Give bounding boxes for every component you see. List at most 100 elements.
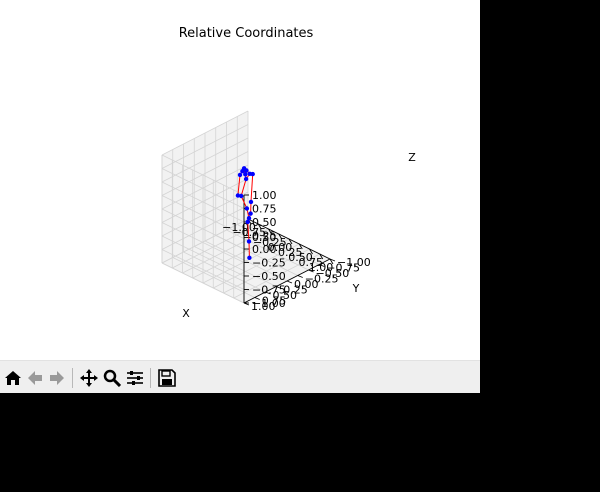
save-button[interactable] — [156, 367, 178, 389]
configure-subplots-icon — [127, 371, 143, 385]
y-tick-mark — [286, 280, 293, 284]
y-axis-ticks: −1.00−0.75−0.50−0.250.000.250.500.751.00 — [243, 256, 371, 313]
x-tick-mark — [309, 248, 313, 255]
chart-title: Relative Coordinates — [179, 26, 314, 41]
figure-canvas[interactable]: Relative Coordinates −1.00 −0.75 −0.50 −0.2… — [0, 0, 480, 360]
save-icon — [158, 369, 176, 387]
x-tick-mark — [288, 238, 293, 245]
back-icon — [28, 371, 42, 385]
y-tick-mark — [319, 264, 325, 267]
chart-3d: Relative Coordinates −1.00−0.75−0.50−0.2… — [161, 26, 416, 320]
grid-line — [161, 151, 249, 196]
x-tick-label: 0.75 — [299, 256, 324, 269]
skeleton-edge — [237, 174, 241, 196]
home-icon — [5, 371, 21, 385]
y-tick-label: −0.50 — [316, 267, 350, 280]
y-tick-label: 1.00 — [251, 300, 276, 313]
grid-line — [161, 124, 249, 169]
skeleton-point — [239, 193, 244, 199]
zoom-icon — [103, 369, 121, 387]
grid-line — [161, 110, 249, 156]
zoom-button[interactable] — [101, 367, 123, 389]
back-button[interactable] — [24, 367, 46, 389]
z-tick-label: −0.25 — [252, 257, 286, 270]
y-tick-label: 0.25 — [283, 284, 308, 297]
forward-icon — [50, 371, 64, 385]
x-tick-label: −0.25 — [253, 236, 287, 249]
grid-line — [161, 195, 245, 236]
pan-icon — [80, 369, 98, 387]
y-tick-mark — [254, 297, 260, 300]
x-tick-mark — [278, 233, 283, 240]
grid-line — [183, 251, 266, 293]
x-tick-mark — [268, 228, 272, 235]
z-tick-label: −1.00 — [252, 297, 286, 310]
y-tick-label: −1.00 — [337, 256, 371, 269]
x-tick-mark — [298, 243, 303, 250]
grid-line — [161, 262, 245, 304]
y-axis-label: Y — [352, 282, 360, 295]
grid-lines — [161, 110, 331, 304]
grid-line — [223, 248, 310, 294]
y-tick-mark — [297, 275, 303, 278]
x-tick-mark — [329, 258, 334, 265]
x-tick-label: 0.25 — [278, 246, 303, 259]
configure-subplots-button[interactable] — [124, 367, 146, 389]
y-tick-label: 0.75 — [262, 295, 287, 308]
grid-line — [161, 154, 245, 196]
toolbar-separator — [72, 368, 73, 388]
x-tick-label: 0.50 — [288, 251, 313, 264]
grid-line — [161, 137, 249, 183]
skeleton-point — [244, 206, 250, 211]
y-tick-mark — [276, 286, 282, 289]
skeleton-point — [247, 255, 252, 260]
x-tick-label: 0.00 — [268, 241, 293, 254]
x-axis-label: X — [182, 307, 190, 320]
y-tick-mark — [329, 258, 336, 262]
skeleton-edge — [247, 221, 250, 242]
skeleton-point — [248, 199, 254, 205]
skeleton-point — [235, 193, 241, 198]
skeleton-point — [245, 219, 250, 225]
skeleton-point — [243, 176, 249, 182]
skeleton-point — [237, 172, 243, 178]
toolbar-separator — [150, 368, 151, 388]
z-tick-label: 0.00 — [252, 243, 277, 256]
grid-line — [213, 243, 300, 289]
grid-line — [161, 164, 249, 210]
skeleton-edge — [250, 174, 254, 202]
y-tick-mark — [308, 269, 314, 273]
z-tick-label: −0.50 — [252, 270, 286, 283]
skeleton-point — [240, 169, 245, 174]
grid-line — [204, 240, 288, 282]
y-tick-label: 0.50 — [273, 289, 298, 302]
z-axis-ticks: −1.00−0.75−0.50−0.250.000.250.500.751.00 — [244, 189, 286, 310]
y-tick-mark — [265, 291, 271, 295]
y-tick-label: −0.75 — [326, 262, 360, 275]
pan-button[interactable] — [78, 367, 100, 389]
x-tick-label: 1.00 — [309, 261, 334, 274]
z-axis-label: Z — [408, 151, 416, 164]
grid-line — [233, 253, 320, 299]
z-tick-label: 0.50 — [252, 216, 277, 229]
grid-line — [161, 208, 245, 250]
skeleton-points — [235, 166, 255, 260]
y-tick-label: 0.00 — [294, 278, 319, 291]
skeleton-point — [246, 239, 252, 244]
x-tick-mark — [257, 223, 262, 230]
z-tick-label: 0.25 — [252, 230, 277, 243]
home-button[interactable] — [2, 367, 24, 389]
z-tick-label: 1.00 — [252, 189, 277, 202]
skeleton-point — [246, 216, 252, 221]
grid-line — [172, 257, 255, 298]
grid-line — [194, 246, 277, 287]
grid-line — [161, 181, 245, 223]
forward-button[interactable] — [46, 367, 68, 389]
x-tick-label: −0.75 — [232, 226, 266, 239]
skeleton-point — [243, 172, 248, 177]
x-tick-mark — [319, 253, 324, 260]
skeleton-point — [247, 171, 252, 176]
z-tick-label: 0.75 — [252, 203, 277, 216]
skeleton-edge — [240, 178, 247, 197]
grid-line — [161, 168, 245, 209]
